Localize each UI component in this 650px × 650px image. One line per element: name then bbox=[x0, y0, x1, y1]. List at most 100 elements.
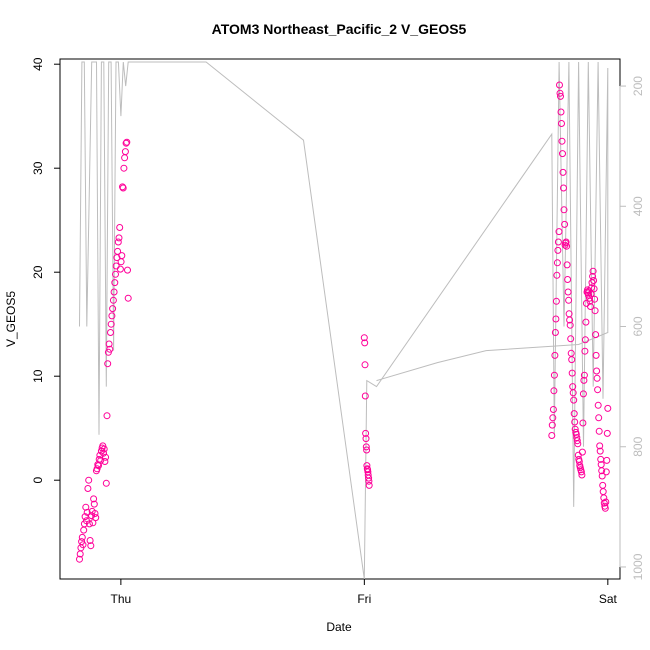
data-point bbox=[581, 347, 589, 355]
data-point bbox=[579, 419, 587, 427]
y-tick-label: 0 bbox=[31, 477, 45, 484]
data-point bbox=[590, 277, 598, 284]
data-point bbox=[564, 288, 572, 296]
data-point bbox=[109, 305, 117, 313]
data-point bbox=[587, 303, 594, 310]
data-point bbox=[81, 513, 89, 521]
data-point bbox=[557, 92, 564, 100]
data-point bbox=[365, 477, 373, 485]
data-point bbox=[118, 252, 126, 260]
data-point bbox=[594, 386, 602, 394]
data-point bbox=[598, 472, 606, 480]
data-point bbox=[589, 267, 597, 275]
data-point bbox=[87, 542, 95, 550]
data-point bbox=[86, 537, 94, 544]
data-point bbox=[115, 234, 123, 242]
data-point bbox=[91, 510, 99, 517]
data-point bbox=[551, 329, 559, 336]
data-point bbox=[561, 220, 569, 228]
data-point bbox=[598, 467, 606, 475]
data-point bbox=[581, 336, 589, 344]
data-point bbox=[120, 164, 128, 172]
x-tick-label: Fri bbox=[357, 592, 371, 606]
pressure-line bbox=[79, 61, 609, 579]
data-point bbox=[114, 238, 122, 246]
data-point bbox=[100, 449, 107, 457]
data-point bbox=[552, 297, 560, 305]
data-point bbox=[565, 296, 573, 304]
data-point bbox=[567, 349, 575, 357]
data-point bbox=[596, 442, 604, 450]
data-point bbox=[97, 456, 105, 464]
data-point bbox=[76, 555, 83, 563]
y-tick-label: 40 bbox=[31, 57, 45, 71]
data-point bbox=[88, 512, 95, 520]
data-point bbox=[596, 447, 604, 455]
data-point bbox=[361, 339, 369, 347]
data-point bbox=[603, 456, 611, 464]
data-point bbox=[362, 429, 370, 437]
data-point bbox=[122, 139, 130, 147]
data-point bbox=[555, 228, 563, 236]
data-point bbox=[579, 390, 587, 398]
y2-tick-label: 1000 bbox=[631, 553, 645, 580]
data-point bbox=[569, 389, 577, 397]
data-point bbox=[560, 206, 568, 214]
data-point bbox=[590, 285, 598, 293]
data-point bbox=[599, 481, 607, 489]
data-point bbox=[121, 148, 129, 156]
data-point bbox=[107, 320, 115, 328]
data-point bbox=[549, 406, 557, 413]
data-point bbox=[105, 340, 113, 348]
x-axis: Thu Fri Sat bbox=[111, 579, 617, 606]
y2-tick-label: 400 bbox=[631, 196, 645, 216]
data-point bbox=[100, 445, 108, 453]
data-point bbox=[563, 261, 571, 269]
data-point bbox=[592, 331, 600, 339]
x-tick-label: Thu bbox=[111, 592, 132, 606]
data-point bbox=[571, 418, 579, 426]
data-point bbox=[567, 335, 575, 343]
data-point bbox=[564, 276, 572, 283]
data-point bbox=[551, 351, 559, 359]
data-point bbox=[80, 526, 88, 534]
data-point bbox=[92, 514, 100, 522]
data-point bbox=[594, 401, 602, 409]
data-point bbox=[568, 356, 576, 364]
x-axis-label: Date bbox=[326, 620, 352, 634]
data-point bbox=[365, 474, 373, 482]
data-point bbox=[571, 425, 579, 433]
data-point bbox=[556, 81, 563, 89]
data-point bbox=[121, 154, 129, 162]
data-point bbox=[602, 498, 610, 506]
data-point bbox=[580, 371, 588, 379]
data-point bbox=[591, 307, 599, 315]
data-point bbox=[548, 421, 556, 429]
data-point bbox=[117, 258, 125, 266]
data-point bbox=[595, 427, 603, 435]
data-point bbox=[560, 184, 567, 192]
y2-tick-label: 200 bbox=[631, 76, 645, 96]
data-point bbox=[114, 247, 122, 255]
data-point bbox=[103, 412, 111, 420]
data-point bbox=[554, 246, 562, 254]
data-point bbox=[363, 446, 371, 454]
data-point bbox=[553, 271, 561, 279]
y2-tick-label: 800 bbox=[631, 436, 645, 456]
data-point bbox=[90, 495, 98, 503]
data-point bbox=[362, 435, 370, 443]
plot-content bbox=[76, 61, 612, 579]
data-point bbox=[119, 183, 126, 191]
data-point bbox=[591, 295, 599, 303]
data-point bbox=[82, 503, 90, 511]
data-point bbox=[589, 272, 597, 280]
chart-title: ATOM3 Northeast_Pacific_2 V_GEOS5 bbox=[212, 21, 467, 37]
data-point bbox=[93, 465, 101, 473]
data-point bbox=[558, 137, 566, 145]
data-point bbox=[108, 312, 116, 320]
data-point bbox=[554, 238, 562, 246]
data-point bbox=[593, 374, 601, 382]
data-point bbox=[104, 360, 112, 368]
